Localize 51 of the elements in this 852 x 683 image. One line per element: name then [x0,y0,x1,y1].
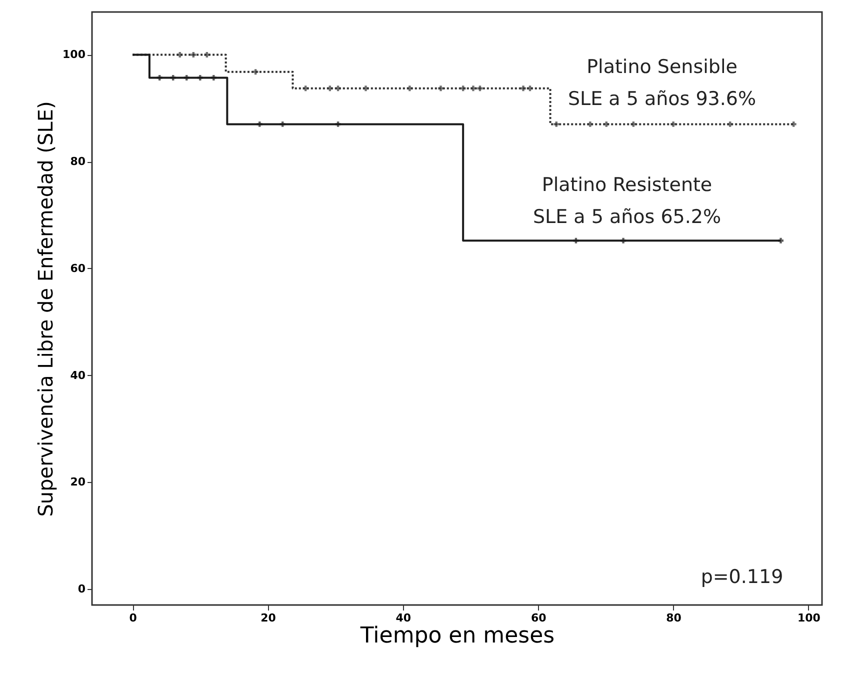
y-tick-label: 20 [70,476,86,489]
point [670,121,676,127]
point [406,86,412,92]
annotation: p=0.119 [700,566,784,588]
x-tick-label: 20 [260,612,276,624]
point [280,121,286,127]
point [197,74,203,80]
point [256,121,262,127]
point [177,52,183,58]
y-axis-title: Supervivencia Libre de Enfermedad (SLE) [34,101,58,517]
y-tick-label: 80 [70,155,86,168]
point [335,121,341,127]
point [184,74,190,80]
y-tick-label: 40 [70,368,86,382]
point [460,86,466,92]
x-tick-label: 100 [797,612,821,624]
annotation: SLE a 5 años 65.2% [532,206,722,228]
point [778,238,784,244]
point [573,238,579,244]
x-axis-title: Tiempo en meses [359,624,555,648]
point [335,86,341,92]
x-tick-label: 80 [666,612,682,624]
point [554,121,560,127]
point [327,86,333,92]
point [170,74,176,80]
point [790,121,796,127]
point [604,121,610,127]
point [520,86,526,92]
point [156,74,162,80]
point [727,121,733,127]
x-tick-label: 40 [396,612,412,624]
y-tick-label: 60 [70,262,86,275]
point [470,86,476,92]
text: Platino Resistente [542,174,712,196]
point [190,52,196,58]
point [438,86,444,92]
y-tick-label: 100 [62,48,86,62]
point [204,52,210,58]
y-tick-label: 0 [78,582,86,596]
point [302,86,308,92]
series-label: Platino Sensible [586,56,738,78]
point [210,74,216,80]
point [620,238,626,244]
point [477,86,483,92]
x-tick-label: 0 [129,612,138,624]
point [252,69,258,75]
x-tick-label: 60 [530,612,547,624]
point [363,86,368,92]
point [587,121,593,127]
annotation: SLE a 5 años 93.6% [568,88,756,110]
point [630,121,636,127]
